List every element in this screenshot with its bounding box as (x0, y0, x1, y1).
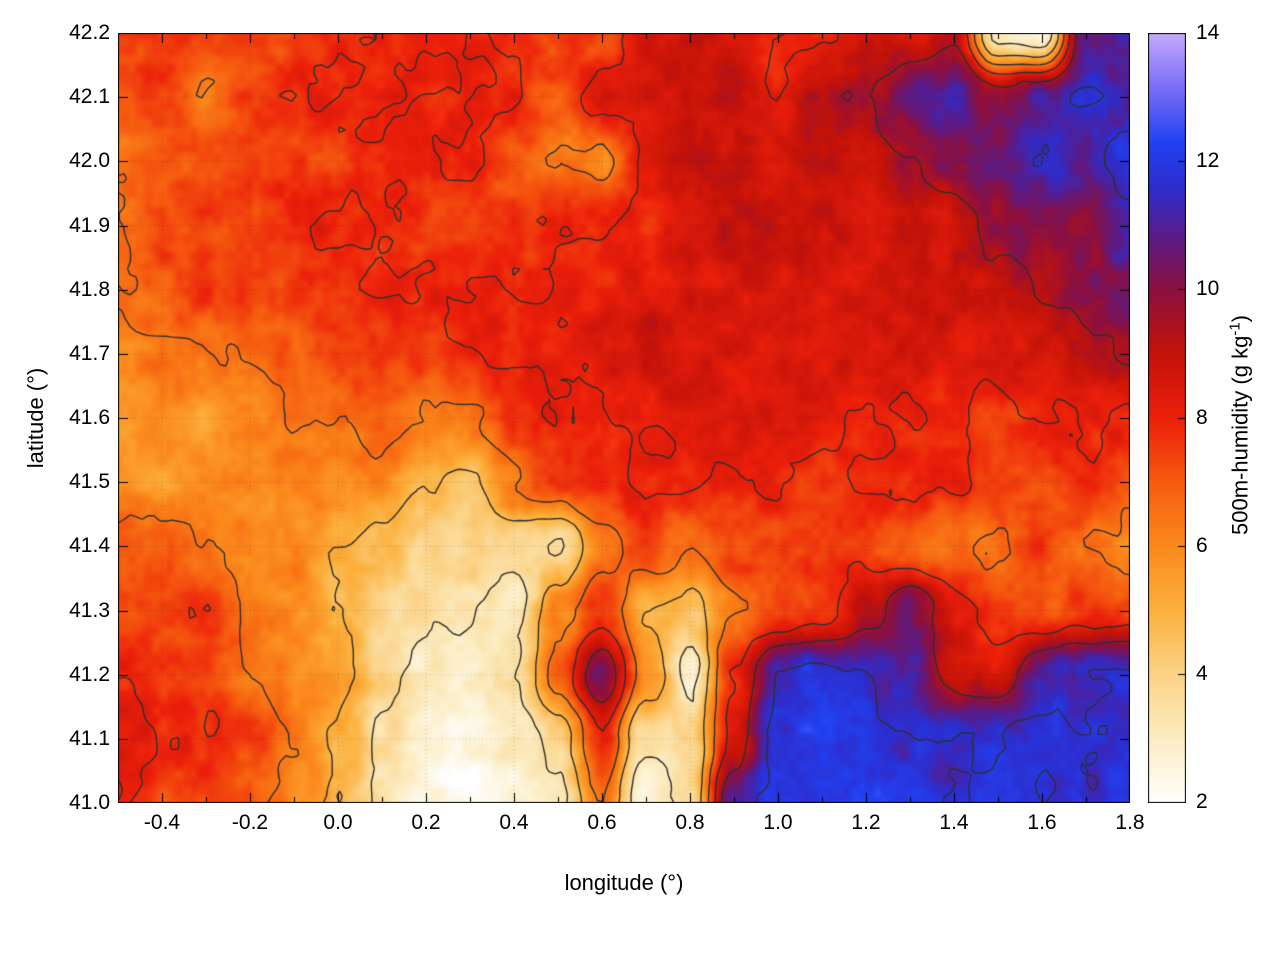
x-axis-label: longitude (°) (564, 870, 684, 895)
x-tick-label: 0.4 (499, 811, 529, 834)
y-tick-label: 41.1 (69, 726, 110, 750)
colorbar-label-sup: -1 (1226, 322, 1244, 336)
y-tick-label: 42.1 (69, 85, 110, 109)
y-tick-label: 41.0 (69, 791, 110, 814)
y-tick-label: 41.6 (69, 406, 110, 429)
colorbar-label-end: ) (1227, 315, 1253, 323)
y-tick-label: 41.7 (69, 341, 110, 365)
x-tick-label: 0.0 (323, 811, 353, 834)
colorbar-tick-label: 10 (1196, 277, 1220, 301)
x-tick-label: 1.2 (851, 811, 881, 834)
x-tick-label: -0.4 (143, 811, 181, 834)
colorbar-tick-label: 12 (1196, 149, 1220, 173)
colorbar-label: 500m-humidity (g kg-1) (1226, 315, 1253, 535)
colorbar-label-main: 500m-humidity (g kg (1227, 335, 1253, 535)
x-tick-label: 0.2 (411, 811, 441, 834)
y-tick-label: 41.8 (69, 277, 110, 301)
colorbar-tick-label: 2 (1196, 790, 1208, 813)
heatmap-canvas (118, 33, 1130, 803)
y-tick-label: 42.0 (69, 149, 110, 173)
colorbar-tick-label: 14 (1196, 21, 1220, 44)
x-tick-label: 0.8 (675, 811, 705, 834)
y-tick-label: 41.9 (69, 213, 110, 237)
x-tick-label: 1.0 (763, 811, 793, 834)
y-tick-label: 41.3 (69, 598, 110, 622)
colorbar-tick-label: 4 (1196, 661, 1208, 685)
colorbar-tick-label: 6 (1196, 533, 1208, 557)
colorbar-tick-label: 8 (1196, 405, 1208, 429)
y-tick-label: 41.2 (69, 662, 110, 686)
x-tick-label: 1.6 (1027, 811, 1057, 834)
colorbar (1148, 33, 1186, 803)
y-tick-label: 42.2 (69, 21, 110, 44)
x-tick-label: 1.8 (1115, 811, 1145, 834)
x-tick-label: 0.6 (587, 811, 617, 834)
x-tick-label: 1.4 (939, 811, 969, 834)
y-tick-label: 41.4 (69, 534, 110, 558)
x-tick-label: -0.2 (231, 811, 269, 834)
y-tick-label: 41.5 (69, 470, 110, 494)
